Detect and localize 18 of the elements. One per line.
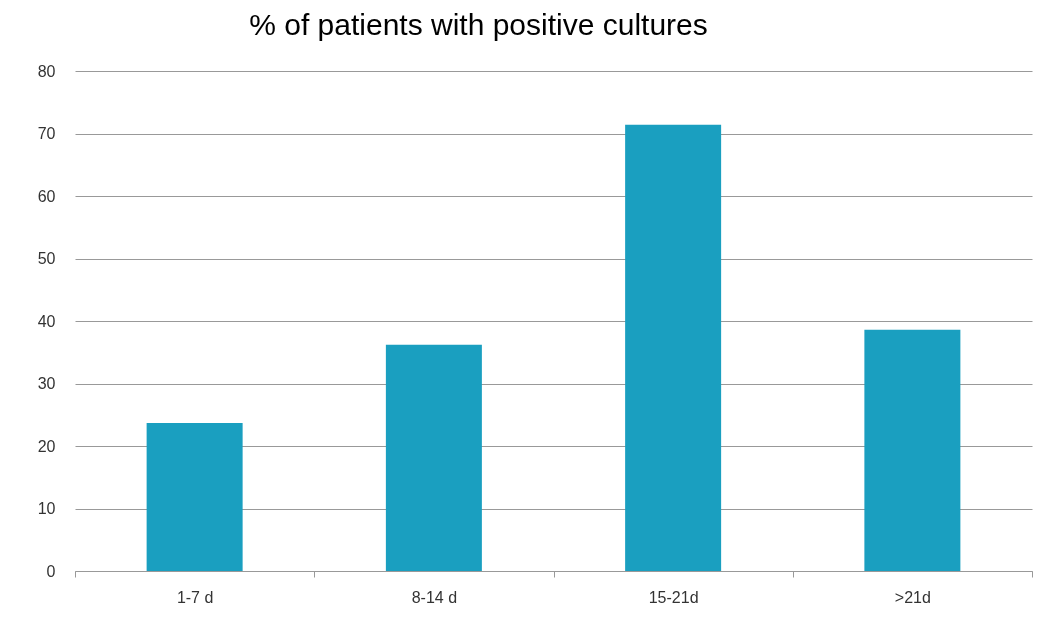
y-tick-label: 30 [37,375,56,392]
x-tick-label: 1-7 d [176,588,214,606]
x-tick-label: 15-21d [648,588,699,606]
y-tick-label: 10 [37,500,56,517]
y-tick-label: 40 [37,312,56,330]
y-tick-label: 50 [37,250,56,267]
y-tick-label: 80 [37,62,56,80]
bar [146,422,243,571]
y-tick-label: 0 [46,562,56,580]
bar [625,124,722,571]
y-tick-label: 60 [37,187,56,205]
bar [385,344,482,571]
y-tick-label: 70 [37,125,56,142]
x-tick-label: 8-14 d [411,588,458,606]
x-tick-label: >21d [894,588,931,606]
chart-title: % of patients with positive cultures [249,8,708,41]
bar [864,329,961,571]
y-tick-label: 20 [37,437,56,455]
